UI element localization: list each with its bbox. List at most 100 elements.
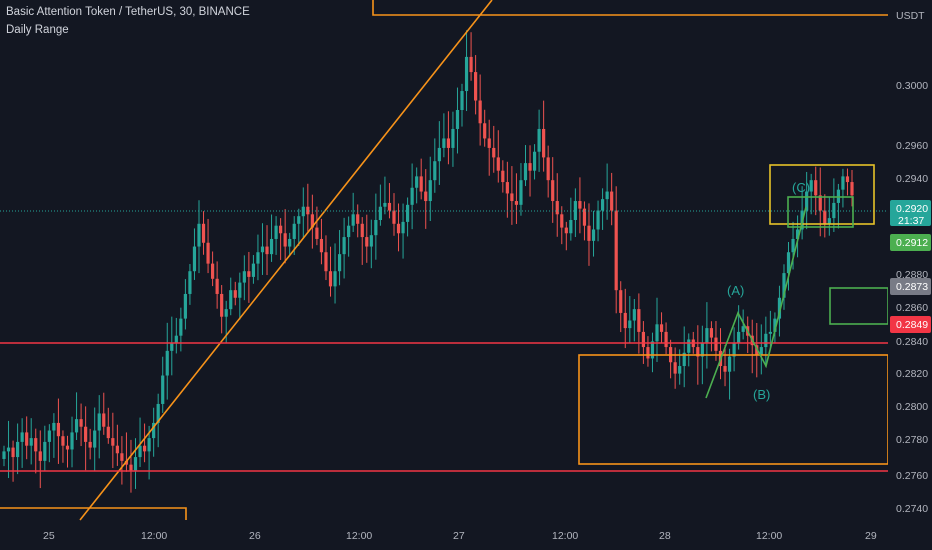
candle-body [65, 445, 70, 450]
candle-body [310, 214, 314, 228]
candle-body [124, 460, 129, 465]
candle-body [129, 464, 133, 471]
candle-body [333, 271, 337, 287]
candle-body [97, 413, 101, 431]
candle-body [337, 254, 342, 272]
time-axis-bg [0, 524, 888, 550]
candle-body [265, 246, 269, 255]
candle-body [170, 343, 174, 351]
candle-body [20, 432, 24, 442]
candle-body [673, 362, 677, 374]
candle-body [106, 426, 110, 439]
candle-body [351, 214, 355, 226]
candle-body [446, 138, 451, 148]
drawings-layer[interactable]: (A) (B) (C) [0, 0, 889, 521]
candle-body [519, 180, 523, 205]
candle-body [70, 432, 74, 450]
price-tag-red-bg [890, 316, 931, 333]
candle-body [179, 318, 183, 336]
candle-body [115, 445, 119, 454]
candle-body [537, 128, 541, 152]
x-tick-6: 28 [659, 530, 671, 542]
candle-body [591, 229, 596, 241]
candle-body [6, 447, 11, 452]
candle-body [582, 208, 587, 226]
candle-body [573, 201, 577, 220]
candle-body [428, 180, 432, 202]
time-axis[interactable]: 25 12:00 26 12:00 27 12:00 28 12:00 29 [0, 524, 888, 550]
candle-body [74, 419, 79, 433]
price-axis-bg [888, 0, 932, 550]
price-tag-countdown: 21:37 [898, 215, 924, 227]
candles-layer [2, 30, 854, 493]
candle-body [142, 445, 147, 452]
candle-body [850, 182, 854, 196]
candle-body [238, 282, 242, 298]
candle-body [532, 151, 537, 171]
candle-body [365, 237, 369, 247]
currency-label: USDT [896, 10, 925, 22]
candle-body [637, 309, 641, 332]
candle-body [383, 202, 387, 207]
y-tick-0: 0.3000 [896, 80, 928, 92]
candle-body [523, 163, 528, 181]
candle-body [292, 223, 296, 239]
y-tick-8: 0.2780 [896, 434, 928, 446]
y-tick-7: 0.2800 [896, 401, 928, 413]
candle-body [646, 347, 650, 359]
candle-body [546, 157, 550, 181]
candle-body [347, 225, 351, 238]
candle-body [369, 235, 373, 247]
candle-body [437, 147, 441, 162]
orange-trendline[interactable] [79, 0, 493, 521]
candle-body [505, 182, 509, 194]
candle-body [256, 252, 260, 264]
candle-body [342, 237, 346, 255]
candle-body [664, 331, 668, 348]
green-c-box[interactable] [787, 196, 854, 228]
elliott-wave-line[interactable] [705, 206, 807, 399]
candle-body [387, 202, 392, 211]
candle-body [419, 176, 423, 192]
candle-body [405, 204, 410, 222]
candle-body [206, 242, 210, 264]
indicator-name[interactable]: Daily Range [6, 24, 69, 36]
candle-body [410, 187, 414, 205]
price-axis[interactable]: USDT 0.3000 0.2960 0.2940 0.2880 0.2860 … [888, 0, 932, 550]
candle-body [274, 225, 278, 239]
candle-body [102, 413, 106, 427]
candle-body [297, 216, 301, 224]
candle-body [415, 176, 419, 188]
candle-body [315, 227, 319, 239]
orange-bottom-left-box[interactable] [0, 507, 187, 520]
candle-body [569, 220, 573, 234]
price-tag-gray-value: 0.2873 [896, 281, 928, 293]
candle-body [714, 337, 718, 351]
candle-body [93, 430, 97, 448]
candle-body [483, 123, 487, 139]
yellow-target-box[interactable] [769, 164, 875, 225]
candle-body [229, 290, 233, 310]
candle-body [192, 246, 197, 272]
candle-body [392, 210, 396, 224]
orange-top-box[interactable] [372, 0, 888, 16]
candle-body [623, 312, 627, 329]
candle-body [632, 309, 636, 321]
candle-body [360, 223, 364, 238]
candle-body [578, 201, 582, 209]
candle-body [619, 290, 623, 313]
candle-body [111, 438, 115, 446]
candle-body [727, 356, 732, 372]
candle-body [396, 223, 401, 234]
symbol-title[interactable]: Basic Attention Token / TetherUS, 30, BI… [6, 6, 250, 18]
price-tag-green-value: 0.2912 [896, 237, 928, 249]
candle-body [215, 278, 219, 294]
candle-body [777, 297, 782, 319]
candle-body [152, 422, 156, 439]
candle-body [47, 430, 51, 442]
candle-body [455, 110, 460, 129]
candle-body [596, 210, 600, 230]
candle-body [88, 441, 92, 448]
candle-body [328, 271, 333, 287]
